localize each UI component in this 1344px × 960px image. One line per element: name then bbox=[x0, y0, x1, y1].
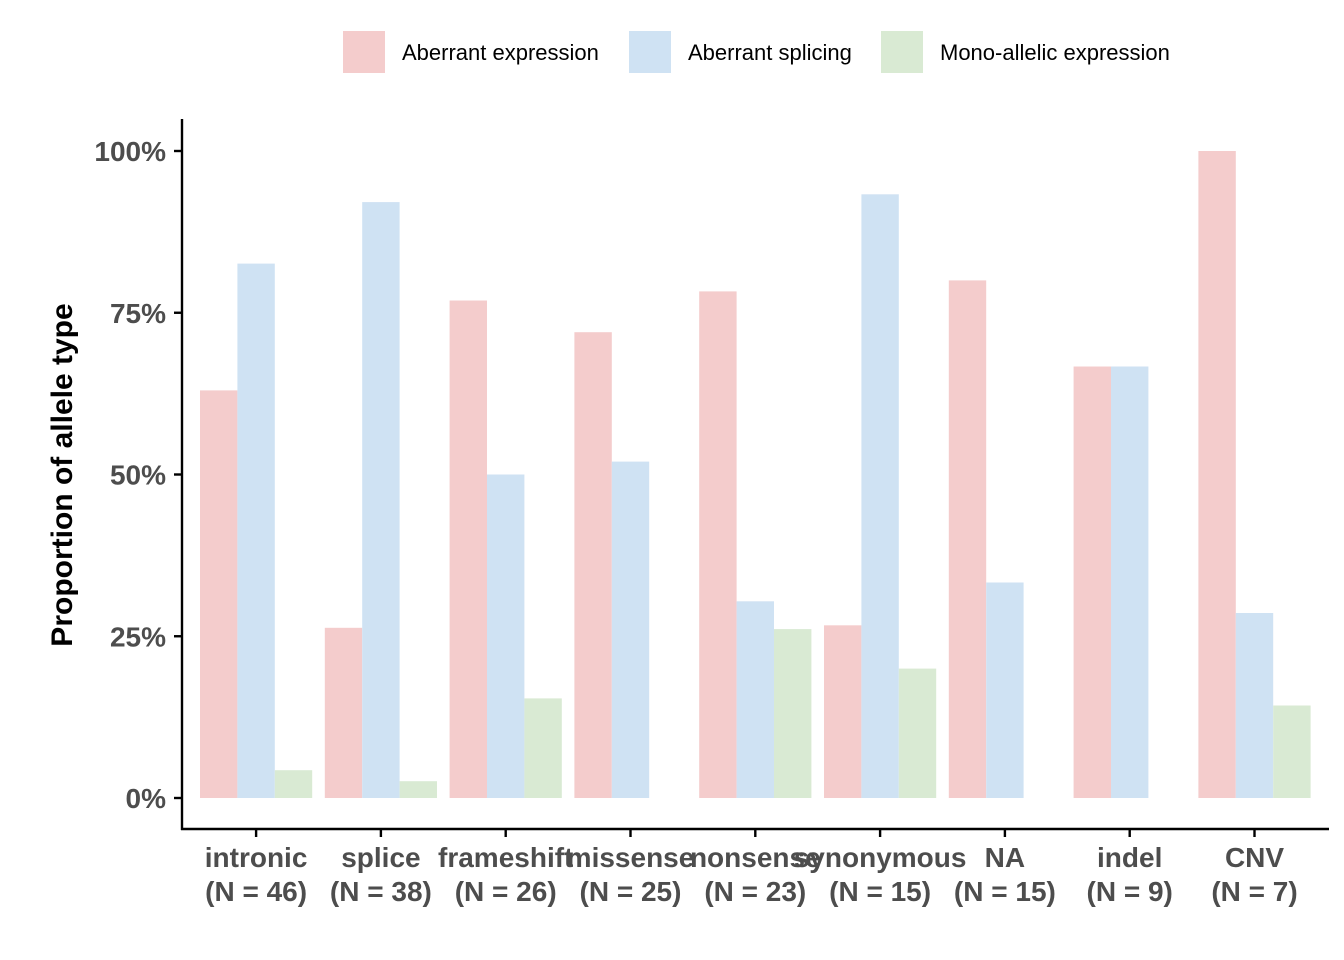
x-tick-label-count: (N = 15) bbox=[954, 876, 1056, 907]
y-tick-label: 0% bbox=[126, 783, 167, 814]
bar-na-series-1 bbox=[986, 582, 1024, 798]
y-tick-label: 50% bbox=[110, 460, 166, 491]
x-tick-label-category: missense bbox=[567, 842, 695, 873]
x-tick-label-category: intronic bbox=[205, 842, 308, 873]
bar-synonymous-series-2 bbox=[898, 668, 937, 798]
bar-intronic-series-2 bbox=[274, 770, 313, 798]
x-tick-label-category: indel bbox=[1097, 842, 1162, 873]
x-tick-label-category: nonsense bbox=[690, 842, 821, 873]
bar-missense-series-0 bbox=[574, 332, 612, 798]
x-tick-label: intronic (N = 46) bbox=[205, 842, 308, 907]
bar-intronic-series-1 bbox=[237, 263, 275, 799]
x-tick-label-category: frameshift bbox=[438, 842, 573, 873]
bar-splice-series-2 bbox=[399, 781, 437, 798]
x-tick-label: frameshift (N = 26) bbox=[438, 842, 573, 907]
x-tick-label: NA (N = 15) bbox=[954, 842, 1056, 907]
x-ticks: intronic (N = 46) splice (N = 38)frameshift… bbox=[205, 829, 1298, 907]
bar-synonymous-series-1 bbox=[861, 194, 899, 799]
x-tick-label-count: (N = 46) bbox=[205, 876, 307, 907]
bar-cnv-series-0 bbox=[1198, 151, 1236, 798]
x-tick-label: missense (N = 25) bbox=[567, 842, 695, 907]
x-tick-label-count: (N = 26) bbox=[455, 876, 557, 907]
bar-synonymous-series-0 bbox=[824, 625, 862, 798]
legend-label: Mono-allelic expression bbox=[940, 40, 1170, 65]
bar-nonsense-series-0 bbox=[699, 291, 737, 798]
bar-splice-series-0 bbox=[324, 627, 363, 798]
x-tick-label-count: (N = 25) bbox=[580, 876, 682, 907]
x-tick-label-count: (N = 9) bbox=[1087, 876, 1173, 907]
bar-cnv-series-1 bbox=[1235, 613, 1274, 798]
y-tick-label: 75% bbox=[110, 298, 166, 329]
x-tick-label: splice (N = 38) bbox=[330, 842, 432, 907]
x-tick-label-count: (N = 7) bbox=[1211, 876, 1297, 907]
x-tick-label-category: synonymous bbox=[794, 842, 967, 873]
x-tick-label-category: CNV bbox=[1225, 842, 1284, 873]
legend: Aberrant expression Aberrant splicing Mono… bbox=[343, 31, 1170, 73]
bar-indel-series-1 bbox=[1111, 366, 1149, 798]
x-tick-label: CNV (N = 7) bbox=[1211, 842, 1297, 907]
bar-frameshift-series-1 bbox=[487, 474, 525, 798]
y-tick-label: 25% bbox=[110, 621, 166, 652]
legend-swatch bbox=[881, 31, 923, 73]
y-axis-title: Proportion of allele type bbox=[46, 303, 79, 646]
legend-label: Aberrant splicing bbox=[688, 40, 852, 65]
x-tick-label-count: (N = 38) bbox=[330, 876, 432, 907]
x-tick-label-category: NA bbox=[985, 842, 1025, 873]
legend-label: Aberrant expression bbox=[402, 40, 599, 65]
bar-missense-series-1 bbox=[611, 461, 650, 798]
legend-swatch bbox=[343, 31, 385, 73]
bar-nonsense-series-2 bbox=[774, 629, 812, 798]
bar-indel-series-0 bbox=[1073, 366, 1111, 798]
y-tick-label: 100% bbox=[94, 136, 166, 167]
x-tick-label-count: (N = 15) bbox=[829, 876, 931, 907]
x-tick-label: nonsense (N = 23) bbox=[690, 842, 821, 907]
bar-frameshift-series-2 bbox=[524, 698, 562, 798]
x-tick-label: synonymous (N = 15) bbox=[794, 842, 967, 907]
legend-swatch bbox=[629, 31, 671, 73]
bar-frameshift-series-0 bbox=[449, 300, 487, 798]
x-tick-label-category: splice bbox=[341, 842, 420, 873]
bar-na-series-0 bbox=[948, 280, 987, 798]
bars bbox=[200, 151, 1311, 799]
bar-splice-series-1 bbox=[362, 202, 400, 799]
bar-nonsense-series-1 bbox=[736, 601, 774, 798]
x-tick-label-count: (N = 23) bbox=[704, 876, 806, 907]
y-ticks: 0% 25% 50% 75% 100% bbox=[94, 136, 182, 814]
x-tick-label: indel (N = 9) bbox=[1087, 842, 1173, 907]
bar-intronic-series-0 bbox=[200, 390, 238, 798]
bar-cnv-series-2 bbox=[1273, 705, 1311, 798]
